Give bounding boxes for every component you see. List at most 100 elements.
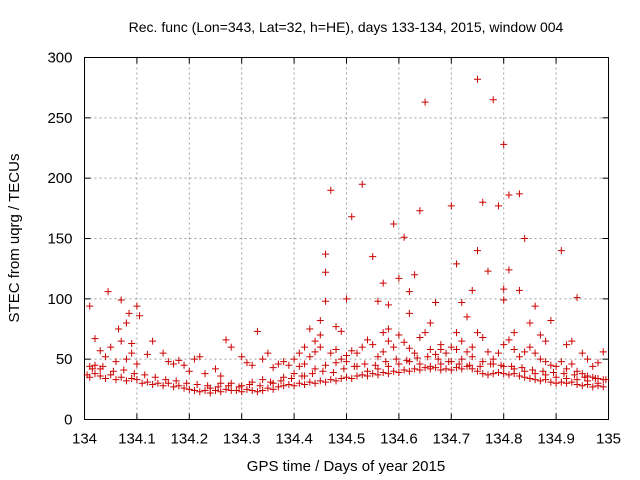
data-point: [363, 336, 371, 344]
data-point: [191, 387, 199, 395]
data-point: [594, 379, 602, 387]
data-point: [361, 360, 369, 368]
data-point: [316, 377, 324, 385]
y-tick-label: 0: [64, 412, 72, 429]
data-point: [405, 288, 413, 296]
data-point: [458, 365, 466, 373]
data-point: [128, 339, 136, 347]
data-point: [447, 358, 455, 366]
data-point: [437, 366, 445, 374]
data-point: [301, 372, 309, 380]
data-point: [191, 355, 199, 363]
data-point: [322, 361, 330, 369]
data-point: [573, 367, 581, 375]
data-point: [101, 374, 109, 382]
data-point: [505, 371, 513, 379]
x-tick-label: 134.7: [433, 431, 471, 448]
data-point: [212, 387, 219, 395]
data-point: [466, 361, 474, 369]
data-point: [217, 388, 225, 396]
data-point: [510, 365, 518, 373]
data-point: [332, 377, 340, 385]
data-point: [316, 331, 324, 339]
data-point: [539, 367, 547, 375]
data-point: [489, 360, 497, 368]
data-point: [180, 384, 188, 392]
data-point: [563, 341, 571, 349]
x-tick-label: 134.6: [380, 431, 418, 448]
data-point: [363, 367, 371, 375]
data-point: [332, 323, 340, 331]
data-point: [515, 353, 523, 361]
data-point: [327, 186, 335, 194]
data-point: [311, 365, 319, 373]
data-point: [479, 358, 487, 366]
data-point: [311, 379, 319, 387]
data-point: [453, 260, 461, 268]
data-point: [175, 382, 183, 390]
data-point: [125, 309, 133, 317]
data-point: [434, 355, 442, 363]
x-axis-label: GPS time / Days of year 2015: [247, 458, 445, 475]
data-point: [162, 376, 170, 384]
data-point: [437, 360, 445, 368]
chart-title: Rec. func (Lon=343, Lat=32, h=HE), days …: [129, 19, 564, 35]
data-point: [494, 349, 502, 357]
data-point: [379, 348, 387, 356]
data-point: [521, 348, 529, 356]
data-point: [130, 370, 138, 378]
x-tick-label: 134.2: [171, 431, 209, 448]
data-point: [500, 140, 508, 148]
data-point: [143, 378, 151, 386]
data-point: [374, 371, 382, 379]
data-point: [232, 387, 240, 395]
data-point: [458, 298, 466, 306]
data-point: [390, 343, 398, 351]
data-point: [99, 362, 107, 370]
data-point: [599, 376, 607, 384]
data-point: [201, 370, 209, 378]
data-point: [269, 364, 277, 372]
data-point: [343, 373, 350, 381]
data-point: [109, 367, 117, 375]
data-point: [584, 355, 592, 363]
data-point: [453, 346, 461, 354]
data-point: [395, 274, 403, 282]
data-point: [185, 385, 193, 393]
x-tick-label: 134.5: [328, 431, 366, 448]
data-point: [329, 368, 337, 376]
x-tick-label: 134.9: [537, 431, 575, 448]
data-point: [264, 349, 272, 357]
data-point: [96, 372, 104, 380]
data-point: [426, 362, 434, 370]
data-point: [238, 382, 246, 390]
data-point: [217, 372, 225, 380]
data-point: [426, 346, 434, 354]
data-point: [531, 302, 539, 310]
x-tick-label: 134: [72, 431, 97, 448]
data-point: [390, 367, 398, 375]
data-point: [510, 346, 518, 354]
data-point: [337, 374, 345, 382]
y-axis-label: STEC from uqrg / TECUs: [6, 154, 23, 323]
data-point: [136, 312, 144, 320]
data-point: [295, 379, 303, 387]
data-point: [505, 336, 513, 344]
data-point: [384, 337, 392, 345]
data-point: [484, 348, 492, 356]
y-tick-label: 150: [47, 231, 72, 248]
data-point: [382, 358, 390, 366]
grid-lines: [84, 57, 609, 420]
data-point: [170, 383, 178, 391]
data-point: [400, 233, 408, 241]
data-point: [149, 381, 157, 389]
data-point: [154, 379, 162, 387]
data-point: [531, 370, 539, 378]
data-point: [518, 364, 526, 372]
data-point: [563, 365, 571, 373]
data-point: [584, 377, 592, 385]
data-point: [306, 378, 314, 386]
data-point: [557, 247, 565, 255]
data-point: [277, 377, 285, 385]
